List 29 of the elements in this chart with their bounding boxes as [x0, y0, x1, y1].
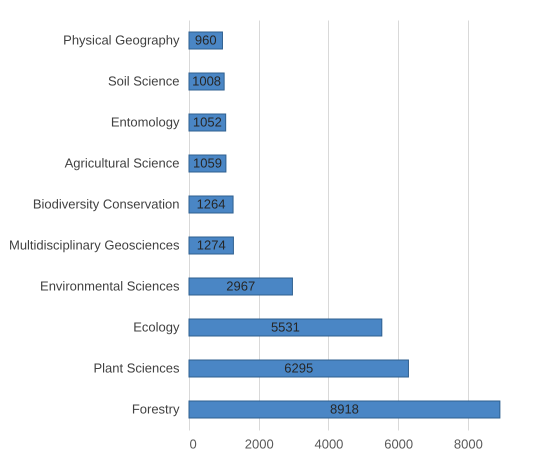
data-label: 1008: [192, 74, 222, 88]
data-label: 1264: [196, 196, 226, 212]
y-tick-label: Soil Science: [108, 74, 180, 88]
x-tick-label: 0: [190, 436, 197, 452]
y-tick-label: Forestry: [132, 402, 180, 416]
data-label: 6295: [284, 360, 314, 376]
x-tick-label: 2000: [244, 436, 274, 452]
data-label: 1059: [193, 156, 222, 170]
x-tick-label: 6000: [384, 436, 414, 452]
data-label: 8918: [330, 402, 359, 416]
y-tick-label: Environmental Sciences: [40, 278, 180, 294]
bar: [188, 278, 293, 296]
bar: [188, 318, 382, 336]
y-tick-label: Physical Geography: [63, 32, 180, 48]
y-tick-label: Multidisciplinary Geosciences: [8, 238, 180, 252]
x-tick-label: 4000: [314, 436, 344, 452]
y-tick-label: Entomology: [110, 114, 180, 130]
y-tick-label: Biodiversity Conservation: [32, 196, 180, 212]
y-tick-label: Agricultural Science: [64, 156, 180, 170]
data-label: 960: [194, 32, 217, 48]
x-tick-label: 8000: [454, 436, 483, 452]
bar: [188, 400, 500, 418]
data-label: 1274: [196, 238, 226, 252]
y-tick-label: Ecology: [133, 320, 180, 334]
data-label: 1052: [192, 114, 222, 130]
bar: [188, 360, 409, 378]
y-tick-label: Plant Sciences: [94, 360, 180, 376]
data-label: 5531: [270, 320, 300, 334]
data-label: 2967: [226, 278, 256, 294]
